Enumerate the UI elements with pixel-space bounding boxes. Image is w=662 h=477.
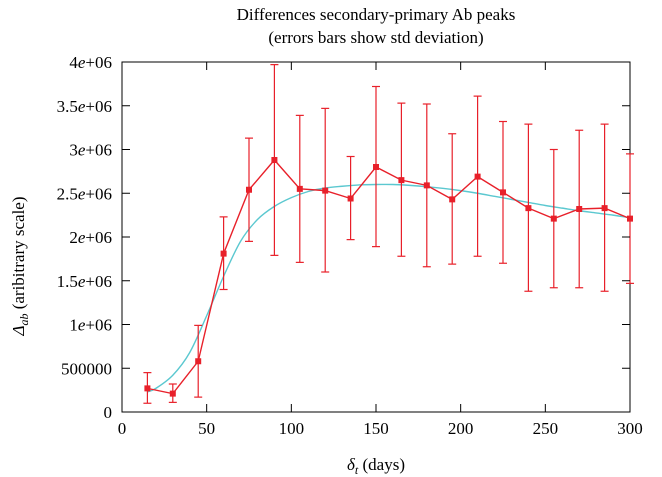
axes-layer: 0 50 100 150 200 250 300 0 500000 1e+06 1.5e+06 2e+…	[57, 53, 643, 438]
y-tick-label: 1.5e+06	[57, 272, 112, 291]
data-series-layer	[143, 64, 634, 404]
data-point	[627, 215, 633, 222]
data-point	[550, 215, 557, 222]
data-point	[296, 185, 303, 192]
x-tick-label: 150	[363, 419, 389, 438]
y-tick-label: 3.5e+06	[57, 97, 112, 116]
data-point	[474, 173, 481, 180]
data-point	[500, 189, 506, 196]
x-tick-label: 0	[118, 419, 127, 438]
data-point	[220, 250, 227, 257]
chart-title: Differences secondary-primary Ab peaks	[237, 5, 516, 24]
y-tick-label: 500000	[61, 359, 112, 378]
data-point	[423, 182, 430, 189]
data-point	[576, 206, 583, 212]
fit-curve-layer	[147, 183, 631, 393]
data-point	[246, 186, 252, 193]
data-point	[322, 187, 329, 194]
y-axis-label: Δab (aribitrary scale)	[9, 196, 31, 336]
y-tick-label: 4e+06	[69, 53, 112, 72]
x-tick-label: 250	[533, 419, 559, 438]
x-tick-label: 50	[198, 419, 215, 438]
x-axis-label-symbol: δ	[347, 455, 356, 474]
y-axis-label-text: (aribitrary scale)	[9, 196, 28, 313]
y-tick-label: 2.5e+06	[57, 184, 112, 203]
data-point	[169, 390, 176, 397]
x-tick-label: 100	[279, 419, 305, 438]
data-point	[271, 157, 278, 163]
data-line	[147, 158, 631, 395]
y-axis-label-symbol: Δ	[9, 326, 28, 337]
y-tick-label: 1e+06	[69, 316, 112, 335]
data-point	[449, 196, 456, 203]
x-axis-label-subscript: t	[355, 463, 359, 477]
fit-curve	[147, 183, 631, 393]
data-point	[373, 164, 379, 170]
y-tick-label: 0	[104, 403, 113, 422]
y-tick-label: 2e+06	[69, 228, 112, 247]
data-point	[525, 205, 532, 212]
data-point	[601, 205, 608, 212]
x-axis-label-text: (days)	[358, 455, 405, 474]
data-point	[347, 195, 354, 202]
data-point	[144, 385, 151, 392]
data-point	[398, 177, 405, 184]
chart-subtitle: (errors bars show std deviation)	[268, 28, 483, 47]
x-axis-label: δt (days)	[347, 455, 405, 477]
x-tick-label: 300	[617, 419, 643, 438]
data-point	[195, 358, 202, 365]
y-tick-label: 3e+06	[69, 141, 112, 160]
x-tick-label: 200	[448, 419, 474, 438]
y-axis-label-subscript: ab	[17, 314, 31, 326]
